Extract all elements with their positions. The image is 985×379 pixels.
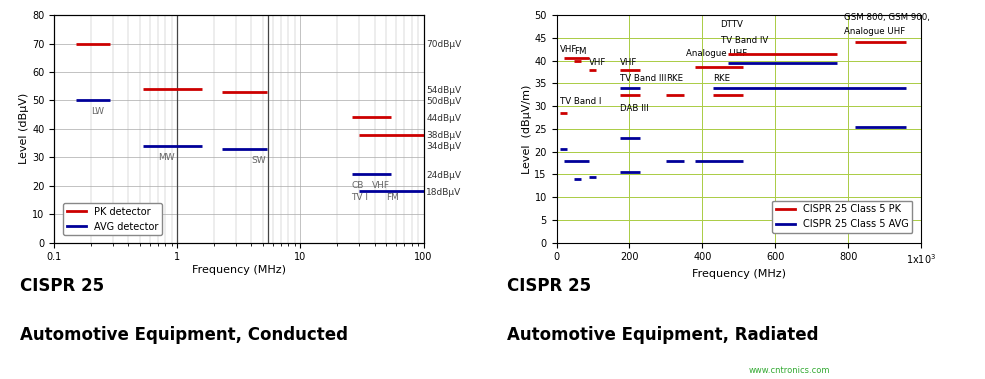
Text: DAB III: DAB III	[620, 104, 648, 113]
Text: VHF: VHF	[620, 58, 637, 67]
Text: LW: LW	[92, 107, 104, 116]
Text: VHF: VHF	[589, 58, 606, 67]
Text: Analogue UHF: Analogue UHF	[844, 27, 905, 36]
Text: VHF: VHF	[560, 45, 577, 54]
Y-axis label: Level  (dBμV/m): Level (dBμV/m)	[521, 84, 532, 174]
Text: Automotive Equipment, Conducted: Automotive Equipment, Conducted	[20, 326, 348, 344]
Text: VHF: VHF	[371, 181, 390, 190]
Text: FM: FM	[386, 193, 399, 202]
Y-axis label: Level (dBμV): Level (dBμV)	[20, 93, 30, 164]
Text: RKE: RKE	[666, 74, 683, 83]
Legend: PK detector, AVG detector: PK detector, AVG detector	[63, 203, 163, 235]
Text: www.cntronics.com: www.cntronics.com	[749, 366, 830, 375]
Text: CISPR 25: CISPR 25	[507, 277, 591, 294]
X-axis label: Frequency (MHz): Frequency (MHz)	[691, 269, 786, 279]
X-axis label: Frequency (MHz): Frequency (MHz)	[192, 265, 286, 275]
Text: RKE: RKE	[713, 74, 730, 83]
Text: SW: SW	[251, 156, 266, 164]
Text: MW: MW	[159, 153, 175, 162]
Text: CB: CB	[352, 181, 363, 190]
Text: TV Band III: TV Band III	[620, 74, 666, 83]
Text: FM: FM	[573, 47, 586, 56]
Text: TV Band IV: TV Band IV	[720, 36, 767, 45]
Text: TV Band I: TV Band I	[560, 97, 602, 106]
Text: Analogue UHF: Analogue UHF	[686, 49, 748, 58]
Text: DTTV: DTTV	[720, 20, 744, 29]
Text: Automotive Equipment, Radiated: Automotive Equipment, Radiated	[507, 326, 819, 344]
Text: TV I: TV I	[352, 193, 368, 202]
Text: CISPR 25: CISPR 25	[20, 277, 103, 294]
Legend: CISPR 25 Class 5 PK, CISPR 25 Class 5 AVG: CISPR 25 Class 5 PK, CISPR 25 Class 5 AV…	[771, 200, 912, 233]
Text: GSM 800, GSM 900,: GSM 800, GSM 900,	[844, 13, 930, 22]
